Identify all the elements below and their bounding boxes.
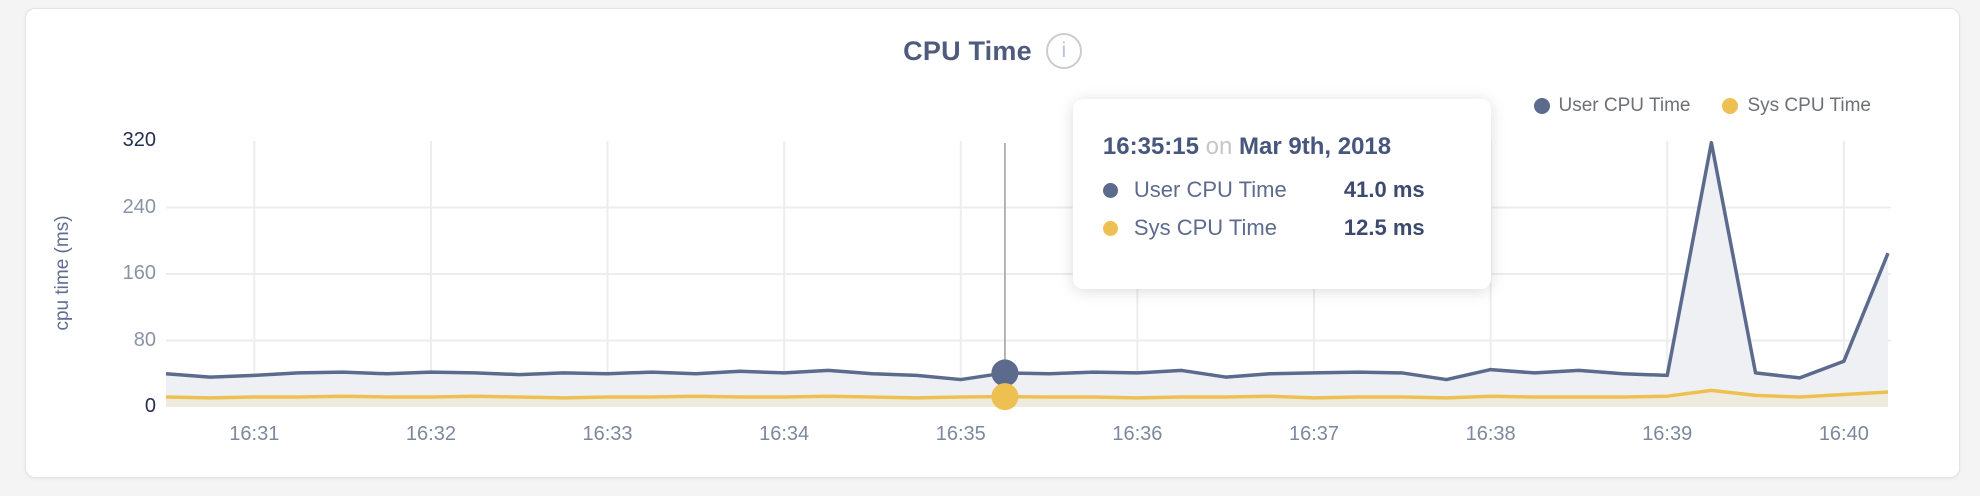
info-icon[interactable]: i	[1045, 33, 1082, 69]
legend-item-user-cpu-time[interactable]: User CPU Time	[1533, 95, 1691, 117]
y-tick-label: 160	[122, 262, 156, 284]
tooltip-date: Mar 9th, 2018	[1239, 133, 1392, 160]
tooltip-connector: on	[1205, 133, 1233, 160]
tooltip-row-user: User CPU Time 41.0 ms	[1102, 177, 1461, 203]
cpu-time-chart-card: CPU Time i User CPU Time Sys CPU Time cp…	[25, 8, 1960, 478]
tooltip-series-value: 12.5 ms	[1343, 215, 1425, 240]
x-tick-label: 16:38	[1465, 423, 1516, 445]
chart-title: CPU Time	[903, 35, 1032, 66]
x-tick-label: 16:34	[759, 423, 810, 445]
sys-cpu-area	[166, 390, 1888, 407]
user-series-dot-icon	[1533, 98, 1550, 114]
x-tick-label: 16:32	[405, 423, 456, 445]
sys-cpu-line	[165, 388, 1889, 400]
cpu-time-plot-area[interactable]	[26, 9, 1961, 479]
sys-series-dot-icon	[1722, 98, 1739, 114]
sys-hover-point	[991, 383, 1019, 411]
tooltip-series-label: Sys CPU Time	[1133, 215, 1277, 240]
y-axis-title: cpu time (ms)	[52, 215, 73, 331]
tooltip-series-label: User CPU Time	[1133, 177, 1287, 202]
y-tick-label: 80	[133, 328, 156, 351]
tooltip-row-sys: Sys CPU Time 12.5 ms	[1102, 215, 1461, 241]
tooltip-datetime: 16:35:15 on Mar 9th, 2018	[1103, 133, 1461, 161]
legend-label: Sys CPU Time	[1747, 95, 1871, 116]
x-tick-label: 16:40	[1818, 423, 1869, 445]
x-tick-label: 16:35	[935, 423, 986, 445]
user-cpu-line	[165, 140, 1890, 382]
tooltip-series-value: 41.0 ms	[1343, 177, 1425, 202]
user-series-dot-icon	[1102, 182, 1118, 198]
chart-header: CPU Time i	[26, 33, 1959, 69]
x-tick-label: 16:31	[229, 423, 280, 445]
y-tick-label: 240	[122, 195, 156, 218]
x-tick-label: 16:33	[582, 423, 633, 445]
x-tick-label: 16:39	[1642, 423, 1693, 445]
x-tick-label: 16:36	[1112, 423, 1163, 445]
tooltip-time: 16:35:15	[1102, 133, 1199, 160]
x-tick-label: 16:37	[1288, 423, 1340, 445]
y-tick-label: 0	[144, 395, 156, 417]
chart-legend: User CPU Time Sys CPU Time	[1533, 95, 1871, 117]
legend-item-sys-cpu-time[interactable]: Sys CPU Time	[1722, 95, 1871, 117]
legend-label: User CPU Time	[1558, 95, 1691, 116]
hover-tooltip: 16:35:15 on Mar 9th, 2018 User CPU Time …	[1072, 99, 1491, 289]
user-hover-point	[991, 359, 1019, 387]
y-tick-label: 320	[122, 129, 156, 151]
sys-series-dot-icon	[1102, 220, 1118, 236]
